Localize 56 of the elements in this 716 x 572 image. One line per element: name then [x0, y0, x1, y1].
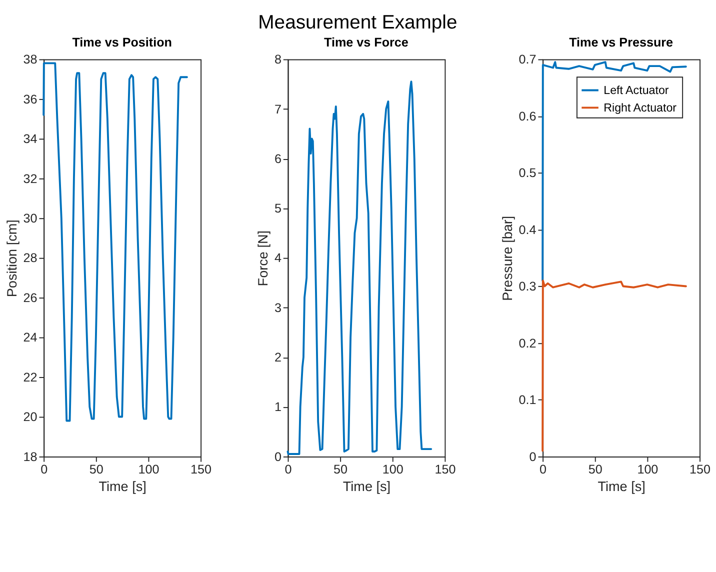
line-series — [542, 61, 687, 282]
x-tick-label: 50 — [334, 462, 348, 476]
y-axis-title: Force [N] — [256, 230, 271, 286]
x-tick-label: 100 — [637, 462, 658, 476]
y-axis-title: Position [cm] — [4, 220, 20, 298]
y-tick-label: 6 — [274, 152, 282, 166]
y-tick-label: 32 — [23, 172, 38, 186]
y-tick-label: 0.1 — [518, 393, 536, 408]
x-tick-label: 0 — [40, 462, 48, 476]
y-tick-label: 30 — [23, 211, 38, 226]
x-tick-label: 0 — [540, 462, 547, 476]
x-axis-title: Time [s] — [342, 478, 391, 494]
y-tick-label: 0 — [274, 450, 282, 464]
y-tick-label: 0.7 — [518, 52, 536, 67]
y-tick-label: 22 — [23, 370, 38, 384]
y-tick-label: 7 — [274, 102, 282, 116]
x-axis-title: Time [s] — [98, 478, 146, 494]
legend-label: Left Actuator — [604, 84, 669, 98]
x-tick-label: 100 — [138, 462, 160, 476]
y-tick-label: 0.2 — [518, 336, 536, 350]
y-tick-label: 1 — [274, 400, 282, 414]
line-series — [286, 80, 432, 455]
y-tick-label: 0.6 — [518, 109, 536, 124]
x-tick-label: 50 — [588, 462, 602, 476]
text: Measurement Example — [258, 12, 458, 34]
y-axis-title: Pressure [bar] — [500, 216, 515, 301]
y-tick-label: 24 — [23, 330, 38, 345]
x-tick-label: 150 — [434, 462, 456, 476]
y-tick-label: 5 — [274, 202, 282, 216]
y-tick-label: 8 — [274, 52, 282, 67]
x-tick-label: 100 — [382, 462, 404, 476]
x-tick-label: 0 — [284, 462, 292, 476]
y-tick-label: 0.3 — [518, 280, 536, 294]
chart-title: Time vs Position — [72, 36, 172, 50]
y-tick-label: 20 — [23, 410, 38, 424]
legend-label: Right Actuator — [604, 102, 677, 115]
y-tick-label: 4 — [274, 251, 282, 266]
chart-title: Time vs Force — [324, 36, 408, 50]
y-tick-label: 3 — [274, 300, 282, 315]
x-tick-label: 50 — [89, 462, 104, 476]
x-tick-label: 150 — [690, 462, 711, 476]
y-tick-label: 26 — [23, 290, 38, 305]
x-tick-label: 150 — [190, 462, 212, 476]
y-tick-label: 2 — [274, 350, 282, 365]
y-tick-label: 28 — [23, 251, 38, 266]
y-tick-label: 34 — [23, 132, 38, 146]
y-tick-label: 36 — [23, 92, 38, 106]
y-tick-label: 38 — [23, 52, 38, 67]
y-tick-label: 0 — [529, 450, 536, 464]
x-axis-title: Time [s] — [598, 478, 646, 494]
chart-title: Time vs Pressure — [569, 36, 674, 50]
line-series — [542, 280, 687, 452]
y-tick-label: 0.5 — [518, 166, 536, 180]
line-series — [42, 62, 188, 422]
y-tick-label: 18 — [23, 450, 38, 464]
y-tick-label: 0.4 — [518, 222, 536, 237]
